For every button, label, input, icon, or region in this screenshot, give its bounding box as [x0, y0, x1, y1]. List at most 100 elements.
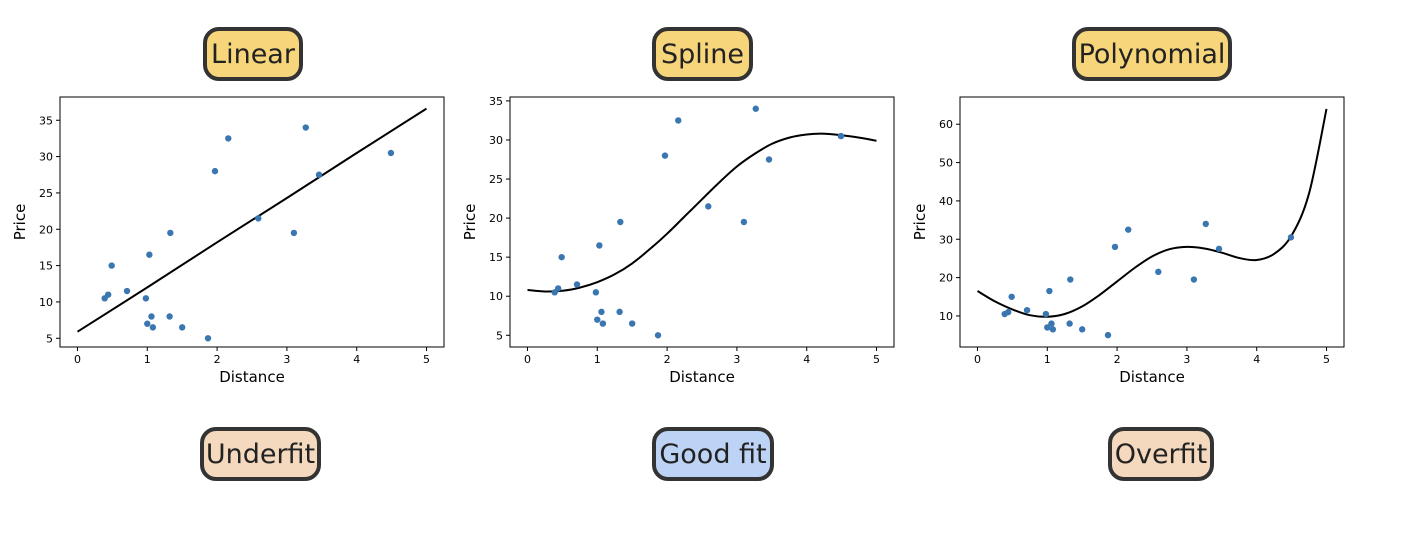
linear-plot-frame [59, 96, 445, 348]
linear-x-tick-label: 1 [144, 353, 151, 366]
linear-x-tick-label: 0 [74, 353, 81, 366]
linear-x-tick-label: 4 [353, 353, 360, 366]
polynomial-data-point [1044, 324, 1051, 331]
linear-data-point [290, 229, 298, 237]
polynomial-x-tick-label: 2 [1114, 353, 1121, 366]
spline-data-point [616, 308, 623, 316]
spline-data-point [675, 117, 682, 124]
spline-data-point [617, 218, 624, 226]
spline-data-point [752, 105, 759, 112]
polynomial-data-point [1202, 220, 1209, 228]
linear-fit-curve [76, 107, 428, 333]
linear-y-tick-label: 5 [46, 332, 53, 345]
spline-data-point [594, 316, 601, 323]
spline-y-tick-label: 30 [489, 134, 503, 147]
linear-data-point [166, 313, 173, 320]
polynomial-data-point [1078, 326, 1086, 333]
polynomial-data-point [1004, 308, 1012, 316]
linear-x-tick-label: 3 [283, 353, 290, 366]
polynomial-data-point [1023, 306, 1031, 314]
linear-x-tick-label: 2 [214, 353, 221, 366]
polynomial-x-tick-label: 0 [974, 353, 981, 366]
good-fit-badge: Good fit [652, 427, 774, 481]
linear-data-point [144, 320, 151, 327]
polynomial-data-point [1067, 276, 1074, 283]
overfit-badge: Overfit [1108, 427, 1214, 481]
linear-data-point [204, 335, 212, 342]
spline-badge: Spline [652, 27, 753, 81]
linear-y-tick-label: 35 [39, 114, 53, 127]
spline-y-tick-label: 15 [489, 251, 503, 264]
spline-y-tick-label: 25 [489, 173, 503, 186]
polynomial-data-point [1125, 226, 1132, 233]
spline-data-point [592, 289, 600, 296]
polynomial-y-tick-label: 10 [939, 310, 953, 323]
spline-data-point [765, 156, 773, 163]
spline-data-point [573, 281, 581, 288]
linear-badge: Linear [203, 27, 303, 81]
polynomial-badge: Polynomial [1072, 27, 1232, 81]
polynomial-data-point [1066, 320, 1073, 327]
linear-data-point [255, 215, 262, 222]
linear-x-axis-label: Distance [219, 368, 285, 386]
linear-y-axis-label: Price [11, 204, 29, 241]
polynomial-data-point [1048, 320, 1055, 327]
polynomial-data-point [1042, 310, 1050, 318]
polynomial-data-point [1287, 234, 1295, 241]
linear-data-point [149, 324, 157, 331]
polynomial-data-point [1046, 287, 1053, 295]
linear-data-point [108, 262, 115, 269]
linear-data-point [123, 287, 131, 295]
underfit-badge: Underfit [200, 427, 321, 481]
spline-y-axis-label: Price [461, 204, 479, 241]
spline-x-tick-label: 1 [594, 353, 601, 366]
polynomial-x-tick-label: 5 [1323, 353, 1330, 366]
linear-data-point [148, 313, 155, 320]
spline-y-tick-label: 35 [489, 95, 503, 108]
polynomial-y-tick-label: 60 [939, 118, 953, 131]
spline-data-point [558, 253, 565, 261]
polynomial-data-point [1190, 276, 1198, 283]
linear-data-point [387, 149, 395, 157]
polynomial-y-tick-label: 40 [939, 195, 953, 208]
polynomial-fit-curve [976, 108, 1328, 318]
linear-y-tick-label: 10 [39, 296, 53, 309]
linear-data-point [315, 171, 323, 178]
linear-data-point [178, 324, 186, 331]
linear-data-point [302, 124, 309, 131]
linear-data-point [104, 291, 112, 298]
spline-x-axis-label: Distance [669, 368, 735, 386]
polynomial-data-point [1215, 245, 1223, 253]
spline-data-point [705, 203, 712, 210]
spline-data-point [661, 152, 669, 159]
spline-x-tick-label: 5 [873, 353, 880, 366]
linear-y-tick-label: 15 [39, 260, 53, 273]
spline-data-point [554, 285, 562, 292]
spline-data-point [837, 132, 845, 140]
spline-data-point [654, 332, 662, 339]
linear-data-point [211, 167, 219, 175]
linear-data-point [225, 135, 232, 142]
spline-data-point [596, 242, 603, 249]
linear-y-tick-label: 20 [39, 223, 53, 236]
spline-y-tick-label: 20 [489, 212, 503, 225]
spline-y-tick-label: 5 [496, 329, 503, 342]
spline-x-tick-label: 2 [664, 353, 671, 366]
spline-data-point [598, 308, 605, 316]
polynomial-y-tick-label: 30 [939, 233, 953, 246]
spline-data-point [599, 320, 607, 327]
polynomial-data-point [1111, 243, 1119, 251]
spline-data-point [628, 320, 636, 327]
spline-fit-curve [527, 132, 877, 293]
polynomial-x-tick-label: 3 [1183, 353, 1190, 366]
polynomial-x-tick-label: 4 [1253, 353, 1260, 366]
polynomial-data-point [1049, 326, 1057, 333]
polynomial-y-axis-label: Price [911, 204, 929, 241]
spline-x-tick-label: 3 [733, 353, 740, 366]
spline-y-tick-label: 10 [489, 290, 503, 303]
linear-y-tick-label: 25 [39, 187, 53, 200]
linear-y-tick-label: 30 [39, 151, 53, 164]
